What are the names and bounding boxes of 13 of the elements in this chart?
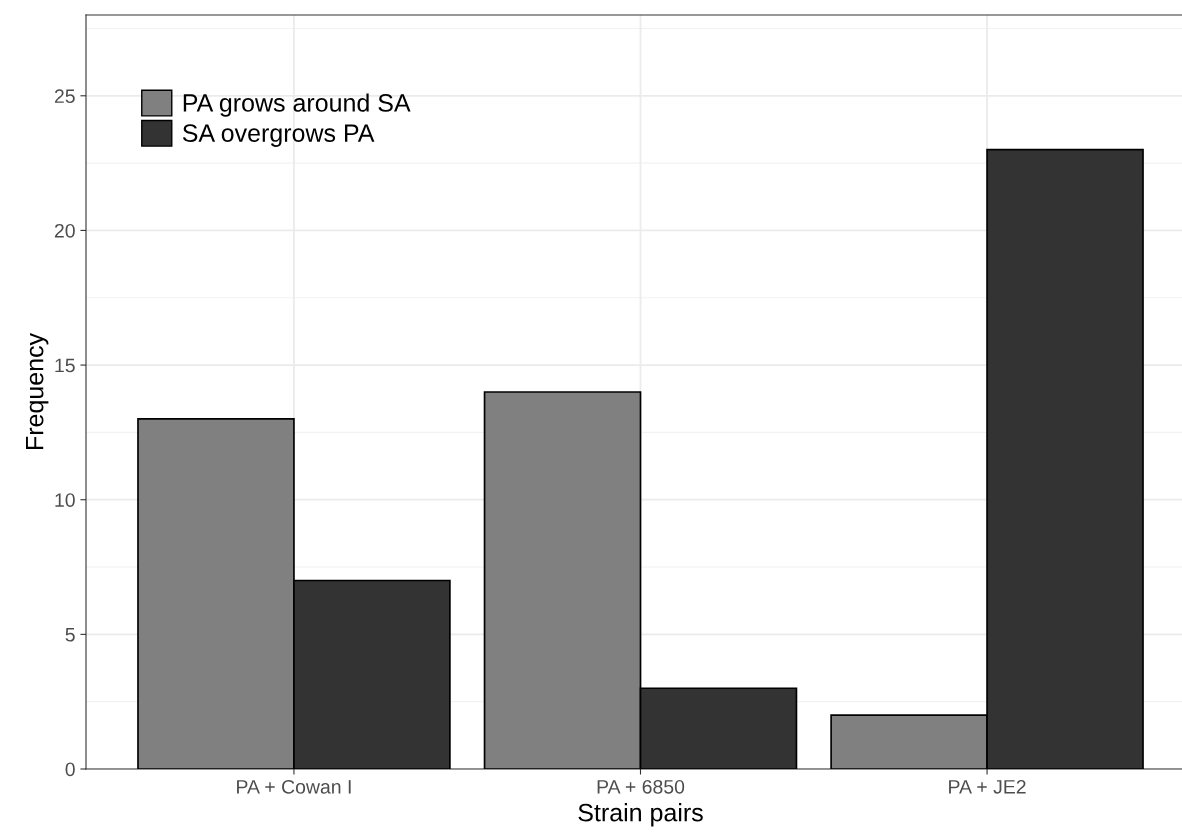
y-axis-title: Frequency — [26, 332, 49, 449]
legend-label: PA grows around SA — [183, 93, 411, 117]
x-tick-label: PA + JE2 — [949, 779, 1026, 794]
legend-label: SA overgrows PA — [182, 124, 375, 147]
x-axis-title: Strain pairs — [578, 803, 703, 827]
y-tick-label: 25 — [54, 89, 75, 104]
y-tick-label: 5 — [65, 628, 75, 642]
x-tick-label: PA + Cowan I — [237, 779, 351, 794]
y-tick-label: 10 — [55, 493, 75, 507]
y-tick-label: 0 — [65, 762, 75, 777]
y-tick-label: 15 — [55, 358, 75, 373]
x-tick-label: PA + 6850 — [597, 779, 685, 794]
y-tick-label: 20 — [54, 223, 75, 238]
